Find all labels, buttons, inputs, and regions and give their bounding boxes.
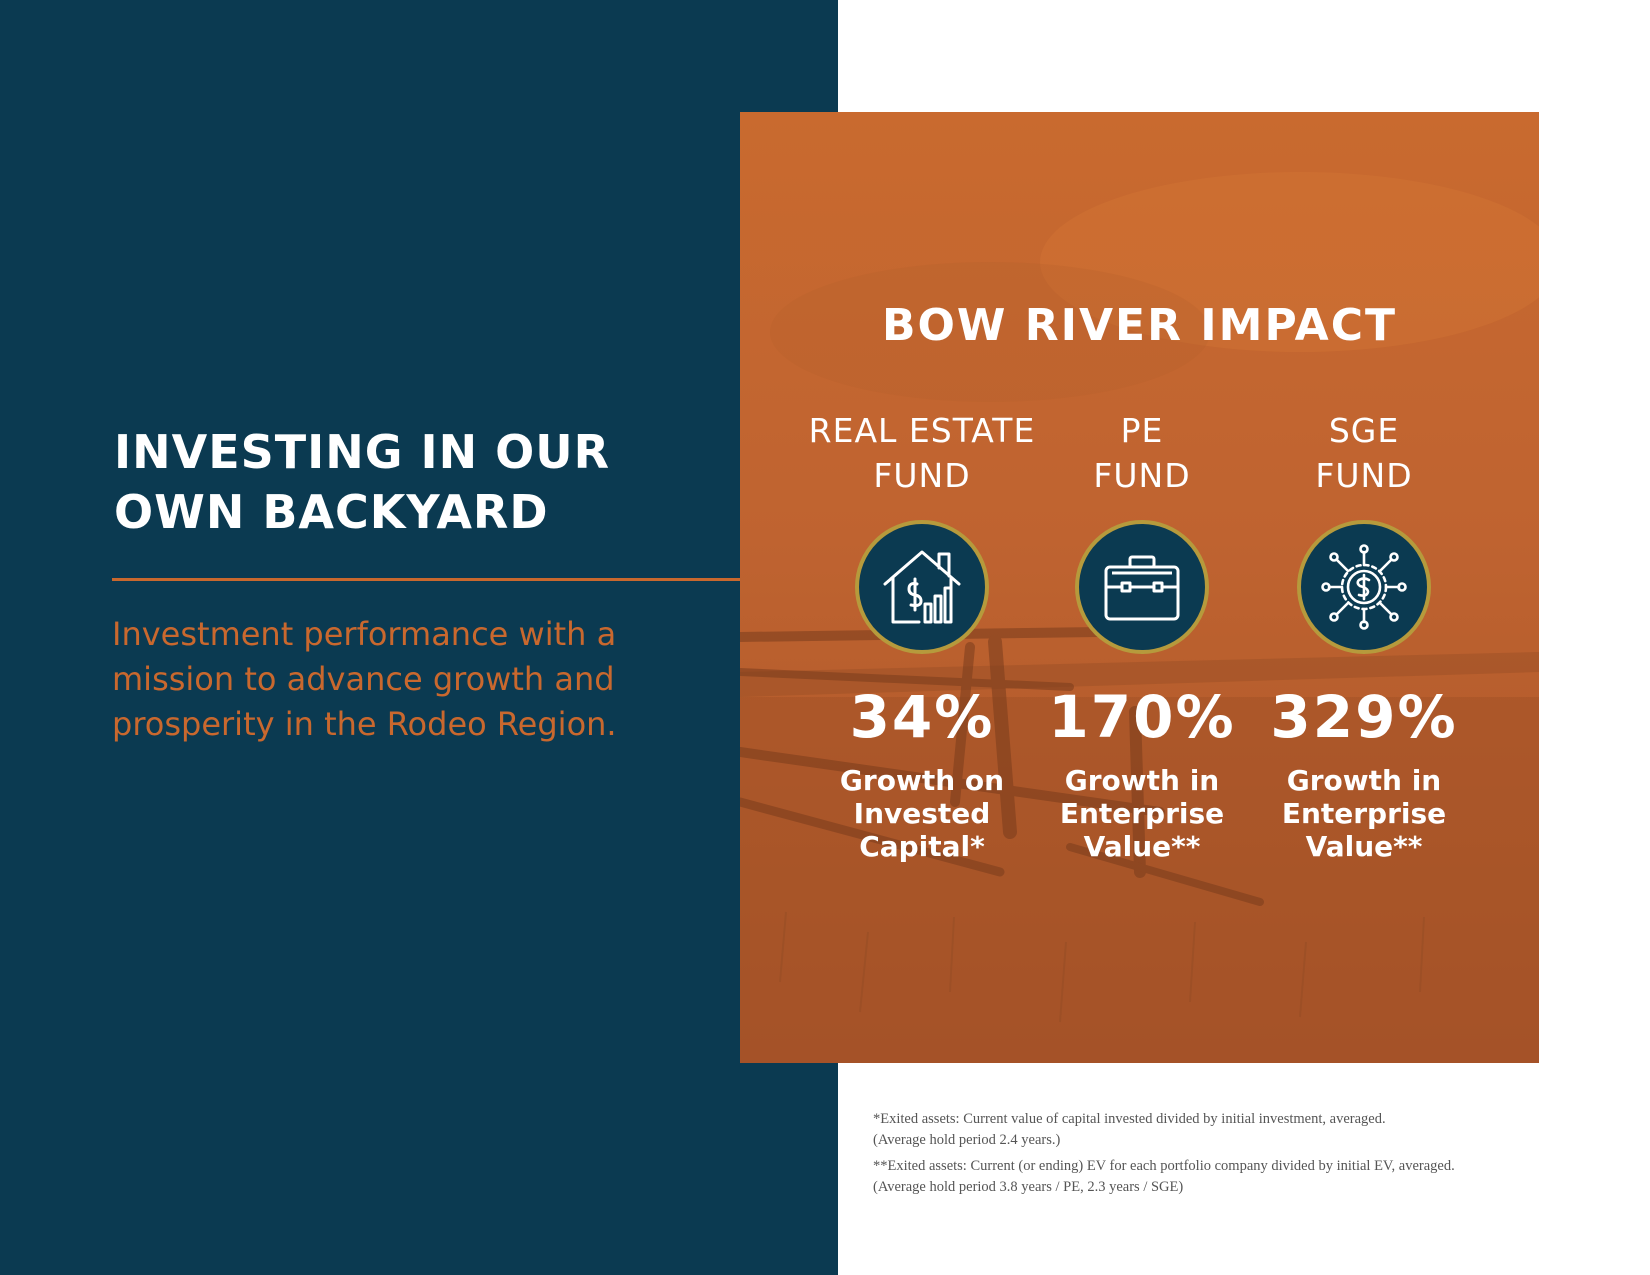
divider-line [112, 578, 742, 581]
card-title: BOW RIVER IMPACT [881, 300, 1398, 351]
fund-name-line-1: PE [1120, 411, 1164, 450]
house-chart-dollar-icon [855, 520, 989, 654]
tagline-line-3: prosperity in the Rodeo Region. [112, 705, 617, 743]
fund-growth-value: 170% [1048, 683, 1236, 751]
metric-line-2: Enterprise [1059, 797, 1225, 830]
fund-metric-label: Growth on Invested Capital* [802, 764, 1042, 863]
footnotes: *Exited assets: Current value of capital… [873, 1109, 1573, 1203]
fund-name-line-2: FUND [1315, 456, 1413, 495]
fund-metric-label: Growth in Enterprise Value** [1244, 764, 1484, 863]
fund-name: REAL ESTATE FUND [802, 408, 1042, 498]
metric-line-3: Value** [1305, 830, 1423, 863]
metric-line-3: Value** [1083, 830, 1201, 863]
fund-growth-value: 34% [849, 683, 995, 751]
fund-name: SGE FUND [1244, 408, 1484, 498]
fund-name: PE FUND [1022, 408, 1262, 498]
footnote-1-line-1: *Exited assets: Current value of capital… [873, 1111, 1386, 1127]
tagline-line-1: Investment performance with a [112, 615, 617, 653]
impact-card: BOW RIVER IMPACT REAL ESTATE FUND 34% Gr… [740, 112, 1539, 1063]
left-panel [0, 0, 838, 1275]
fund-column-pe: PE FUND 170% Growth in Enterprise Value*… [1022, 408, 1262, 863]
metric-line-2: Enterprise [1281, 797, 1447, 830]
dollar-network-icon [1297, 520, 1431, 654]
metric-line-3: Capital* [859, 830, 985, 863]
ranch-landscape-background [740, 172, 1539, 1063]
headline-line-1: INVESTING IN OUR [114, 425, 611, 479]
fund-name-line-2: FUND [1093, 456, 1191, 495]
fund-name-line-1: REAL ESTATE [808, 411, 1036, 450]
fund-column-real-estate: REAL ESTATE FUND 34% Growth on Invested … [802, 408, 1042, 863]
metric-line-1: Growth in [1286, 764, 1442, 797]
metric-line-1: Growth on [839, 764, 1005, 797]
page-headline: INVESTING IN OUR OWN BACKYARD [114, 422, 674, 542]
headline-line-2: OWN BACKYARD [114, 485, 549, 539]
fund-name-line-1: SGE [1328, 411, 1400, 450]
footnote-2-line-2: (Average hold period 3.8 years / PE, 2.3… [873, 1179, 1184, 1195]
tagline-line-2: mission to advance growth and [112, 660, 615, 698]
metric-line-1: Growth in [1064, 764, 1220, 797]
footnote-1: *Exited assets: Current value of capital… [873, 1109, 1573, 1151]
footnote-2-line-1: **Exited assets: Current (or ending) EV … [873, 1158, 1455, 1174]
fund-column-sge: SGE FUND [1244, 408, 1484, 863]
footnote-2: **Exited assets: Current (or ending) EV … [873, 1156, 1573, 1198]
fund-growth-value: 329% [1270, 683, 1458, 751]
tagline: Investment performance with a mission to… [112, 612, 672, 747]
briefcase-icon [1075, 520, 1209, 654]
fund-name-line-2: FUND [873, 456, 971, 495]
metric-line-2: Invested [853, 797, 991, 830]
footnote-1-line-2: (Average hold period 2.4 years.) [873, 1132, 1061, 1148]
fund-metric-label: Growth in Enterprise Value** [1022, 764, 1262, 863]
